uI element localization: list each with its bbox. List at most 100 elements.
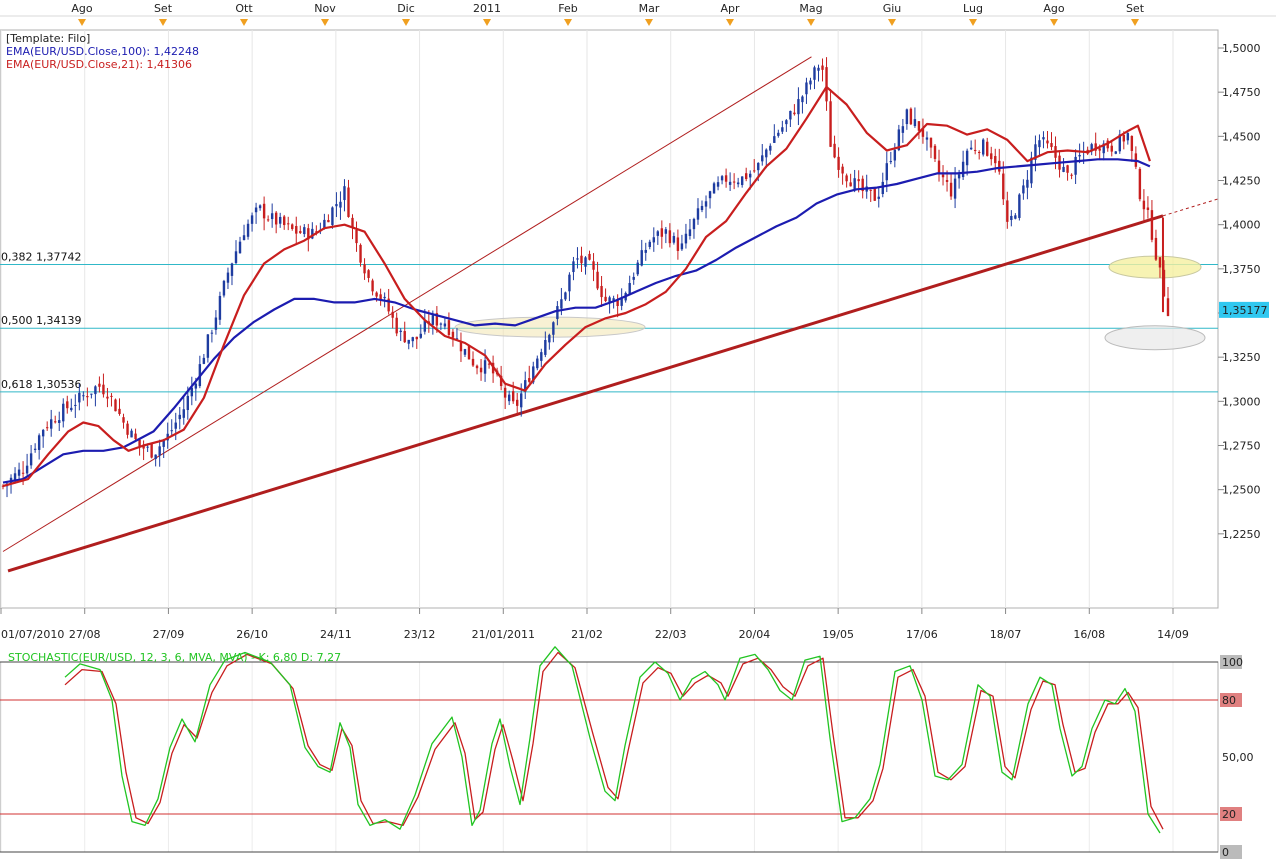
candle-body <box>560 299 563 309</box>
candle-body <box>708 191 712 199</box>
month-label: Nov <box>314 2 336 15</box>
candle-body <box>17 469 21 476</box>
candle-body <box>516 399 519 406</box>
candle-body <box>837 156 840 170</box>
trendline-extension <box>1162 197 1221 217</box>
candle-body <box>122 417 125 423</box>
candle-body <box>307 228 310 240</box>
candle-body <box>311 228 314 239</box>
x-tick-label: 16/08 <box>1073 628 1105 641</box>
candle-body <box>1010 215 1013 220</box>
candle-body <box>210 332 214 334</box>
x-tick-label: 23/12 <box>404 628 436 641</box>
candle-body <box>986 141 989 156</box>
month-label: Ago <box>1043 2 1065 15</box>
candle-body <box>640 250 643 266</box>
candle-body <box>688 229 692 237</box>
candle-body <box>238 241 242 254</box>
candle-body <box>258 205 262 209</box>
candle-body <box>21 472 25 474</box>
candle-body <box>781 127 784 132</box>
candle-body <box>857 179 860 182</box>
candle-body <box>246 223 250 237</box>
candle-body <box>656 231 660 236</box>
x-tick-label: 24/11 <box>320 628 352 641</box>
stoch-y-tick-label: 50,00 <box>1222 751 1254 764</box>
candle-body <box>1102 143 1105 154</box>
candle-body <box>564 292 567 300</box>
candle-body <box>371 280 374 292</box>
candle-body <box>479 367 483 373</box>
candle-body <box>94 386 97 395</box>
fib-level-label: 0,382 1,37742 <box>1 251 81 264</box>
candle-body <box>1006 200 1009 222</box>
candle-body <box>552 322 555 335</box>
candle-body <box>1038 140 1041 148</box>
candle-body <box>1050 143 1053 148</box>
candle-body <box>596 271 599 289</box>
candle-body <box>126 423 129 435</box>
candle-body <box>588 253 591 260</box>
candle-body <box>383 296 386 299</box>
month-label: Giu <box>883 2 902 15</box>
last-price-box <box>1219 301 1269 318</box>
candle-body <box>411 337 414 342</box>
candle-body <box>150 443 153 458</box>
candle-body <box>439 323 443 325</box>
candle-body <box>817 67 820 71</box>
candle-body <box>455 338 459 340</box>
y-tick-label: 1,2500 <box>1222 484 1261 497</box>
candle-body <box>1150 210 1154 240</box>
candle-body <box>174 422 177 429</box>
month-label: Mar <box>639 2 660 15</box>
candle-body <box>154 454 157 459</box>
ema21-legend: EMA(EUR/USD.Close,21): 1,41306 <box>6 58 192 71</box>
candle-body <box>536 358 539 369</box>
candle-body <box>821 65 824 70</box>
candle-body <box>82 395 85 397</box>
candle-body <box>202 357 206 364</box>
candle-body <box>744 173 748 180</box>
candle-body <box>1026 179 1029 188</box>
ema100-line <box>2 158 1151 484</box>
candle-body <box>214 317 218 330</box>
candle-body <box>335 204 338 207</box>
candle-body <box>451 331 455 338</box>
ema21-line <box>2 85 1151 488</box>
stoch-y-tick-label: 80 <box>1222 694 1236 707</box>
y-tick-label: 1,5000 <box>1222 42 1261 55</box>
candle-body <box>845 175 848 182</box>
month-bar <box>0 0 1276 16</box>
candle-body <box>676 237 680 251</box>
month-marker-icon <box>240 19 248 26</box>
candle-body <box>825 67 828 102</box>
y-tick-label: 1,2250 <box>1222 528 1261 541</box>
candle-body <box>680 243 684 250</box>
candle-body <box>548 334 551 343</box>
candle-body <box>885 163 888 181</box>
candle-body <box>435 313 439 326</box>
candle-body <box>644 249 647 253</box>
candle-body <box>443 323 447 327</box>
candle-body <box>969 147 973 150</box>
candle-body <box>1046 140 1049 144</box>
candle-body <box>736 182 740 185</box>
month-marker-icon <box>1050 19 1058 26</box>
candle-body <box>274 212 278 225</box>
month-marker-icon <box>402 19 410 26</box>
candle-body <box>805 82 808 95</box>
candle-body <box>580 255 583 264</box>
candle-body <box>45 427 49 429</box>
candle-body <box>556 306 559 320</box>
candle-body <box>692 218 696 230</box>
y-tick-label: 1,3250 <box>1222 351 1261 364</box>
candle-body <box>158 446 161 456</box>
candle-body <box>925 137 929 140</box>
candle-body <box>893 149 897 161</box>
candle-body <box>612 298 615 301</box>
candle-body <box>889 161 893 163</box>
candle-body <box>544 339 547 355</box>
candle-body <box>90 393 93 395</box>
candle-body <box>475 365 479 369</box>
candle-body <box>897 129 901 151</box>
